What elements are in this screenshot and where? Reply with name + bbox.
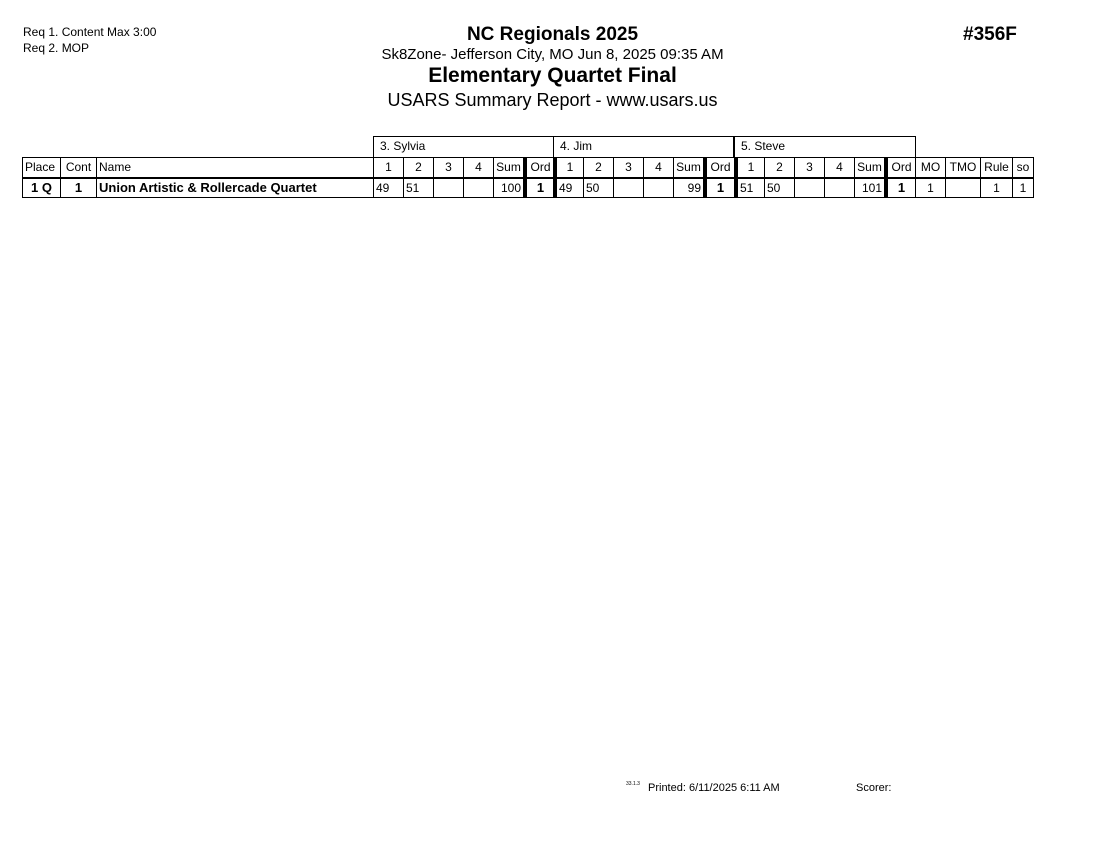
- col-ord: Ord: [884, 157, 916, 178]
- ord-cell: 1: [523, 178, 555, 198]
- col-ord: Ord: [703, 157, 735, 178]
- col-sum: Sum: [854, 157, 885, 178]
- mark-cell: [643, 178, 674, 198]
- row-place: 1 Q: [22, 178, 61, 198]
- col-mark-1: 1: [734, 157, 765, 178]
- judge-header: 4. Jim: [553, 136, 734, 158]
- printed-date: Printed: 6/11/2025 6:11 AM: [648, 782, 780, 794]
- col-mark-3: 3: [433, 157, 464, 178]
- mark-cell: [794, 178, 825, 198]
- col-name: Name: [96, 157, 374, 178]
- event-title: NC Regionals 2025: [466, 24, 639, 45]
- mark-cell: 50: [764, 178, 795, 198]
- col-mark-3: 3: [794, 157, 825, 178]
- mark-cell: 51: [734, 178, 765, 198]
- row-name: Union Artistic & Rollercade Quartet: [96, 178, 374, 198]
- mark-cell: 49: [373, 178, 404, 198]
- row-so: 1: [1012, 178, 1034, 198]
- judge-header: 3. Sylvia: [373, 136, 554, 158]
- col-sum: Sum: [493, 157, 524, 178]
- col-mark-3: 3: [613, 157, 644, 178]
- page-title: Elementary Quartet Final: [428, 64, 677, 87]
- mark-cell: 49: [553, 178, 584, 198]
- col-mark-2: 2: [583, 157, 614, 178]
- requirement-1: Req 1. Content Max 3:00: [23, 25, 157, 39]
- col-mark-4: 4: [643, 157, 674, 178]
- col-mark-4: 4: [463, 157, 494, 178]
- mark-cell: [824, 178, 855, 198]
- mark-cell: [433, 178, 464, 198]
- col-so: so: [1012, 157, 1034, 178]
- mark-cell: 51: [403, 178, 434, 198]
- col-sum: Sum: [673, 157, 704, 178]
- row-cont: 1: [60, 178, 97, 198]
- event-code: #356F: [963, 24, 1017, 45]
- version-text: 33.1.3: [626, 781, 640, 787]
- sum-cell: 101: [854, 178, 885, 198]
- ord-cell: 1: [884, 178, 916, 198]
- sum-cell: 100: [493, 178, 524, 198]
- sum-cell: 99: [673, 178, 704, 198]
- col-tmo: TMO: [945, 157, 981, 178]
- col-ord: Ord: [523, 157, 555, 178]
- row-rule: 1: [980, 178, 1013, 198]
- mark-cell: [613, 178, 644, 198]
- col-rule: Rule: [980, 157, 1013, 178]
- scorer-label: Scorer:: [856, 782, 892, 794]
- header-divider: [22, 177, 1034, 178]
- col-mark-1: 1: [373, 157, 404, 178]
- col-mark-2: 2: [764, 157, 795, 178]
- col-mo: MO: [915, 157, 946, 178]
- col-mark-1: 1: [553, 157, 584, 178]
- event-location: Sk8Zone- Jefferson City, MO Jun 8, 2025 …: [381, 46, 724, 63]
- row-mo: 1: [915, 178, 946, 198]
- report-title: USARS Summary Report - www.usars.us: [387, 90, 718, 110]
- row-tmo: [945, 178, 981, 198]
- col-cont: Cont: [60, 157, 97, 178]
- judge-header: 5. Steve: [734, 136, 916, 158]
- ord-cell: 1: [703, 178, 735, 198]
- mark-cell: 50: [583, 178, 614, 198]
- col-place: Place: [22, 157, 61, 178]
- requirement-2: Req 2. MOP: [23, 41, 90, 55]
- col-mark-4: 4: [824, 157, 855, 178]
- col-mark-2: 2: [403, 157, 434, 178]
- mark-cell: [463, 178, 494, 198]
